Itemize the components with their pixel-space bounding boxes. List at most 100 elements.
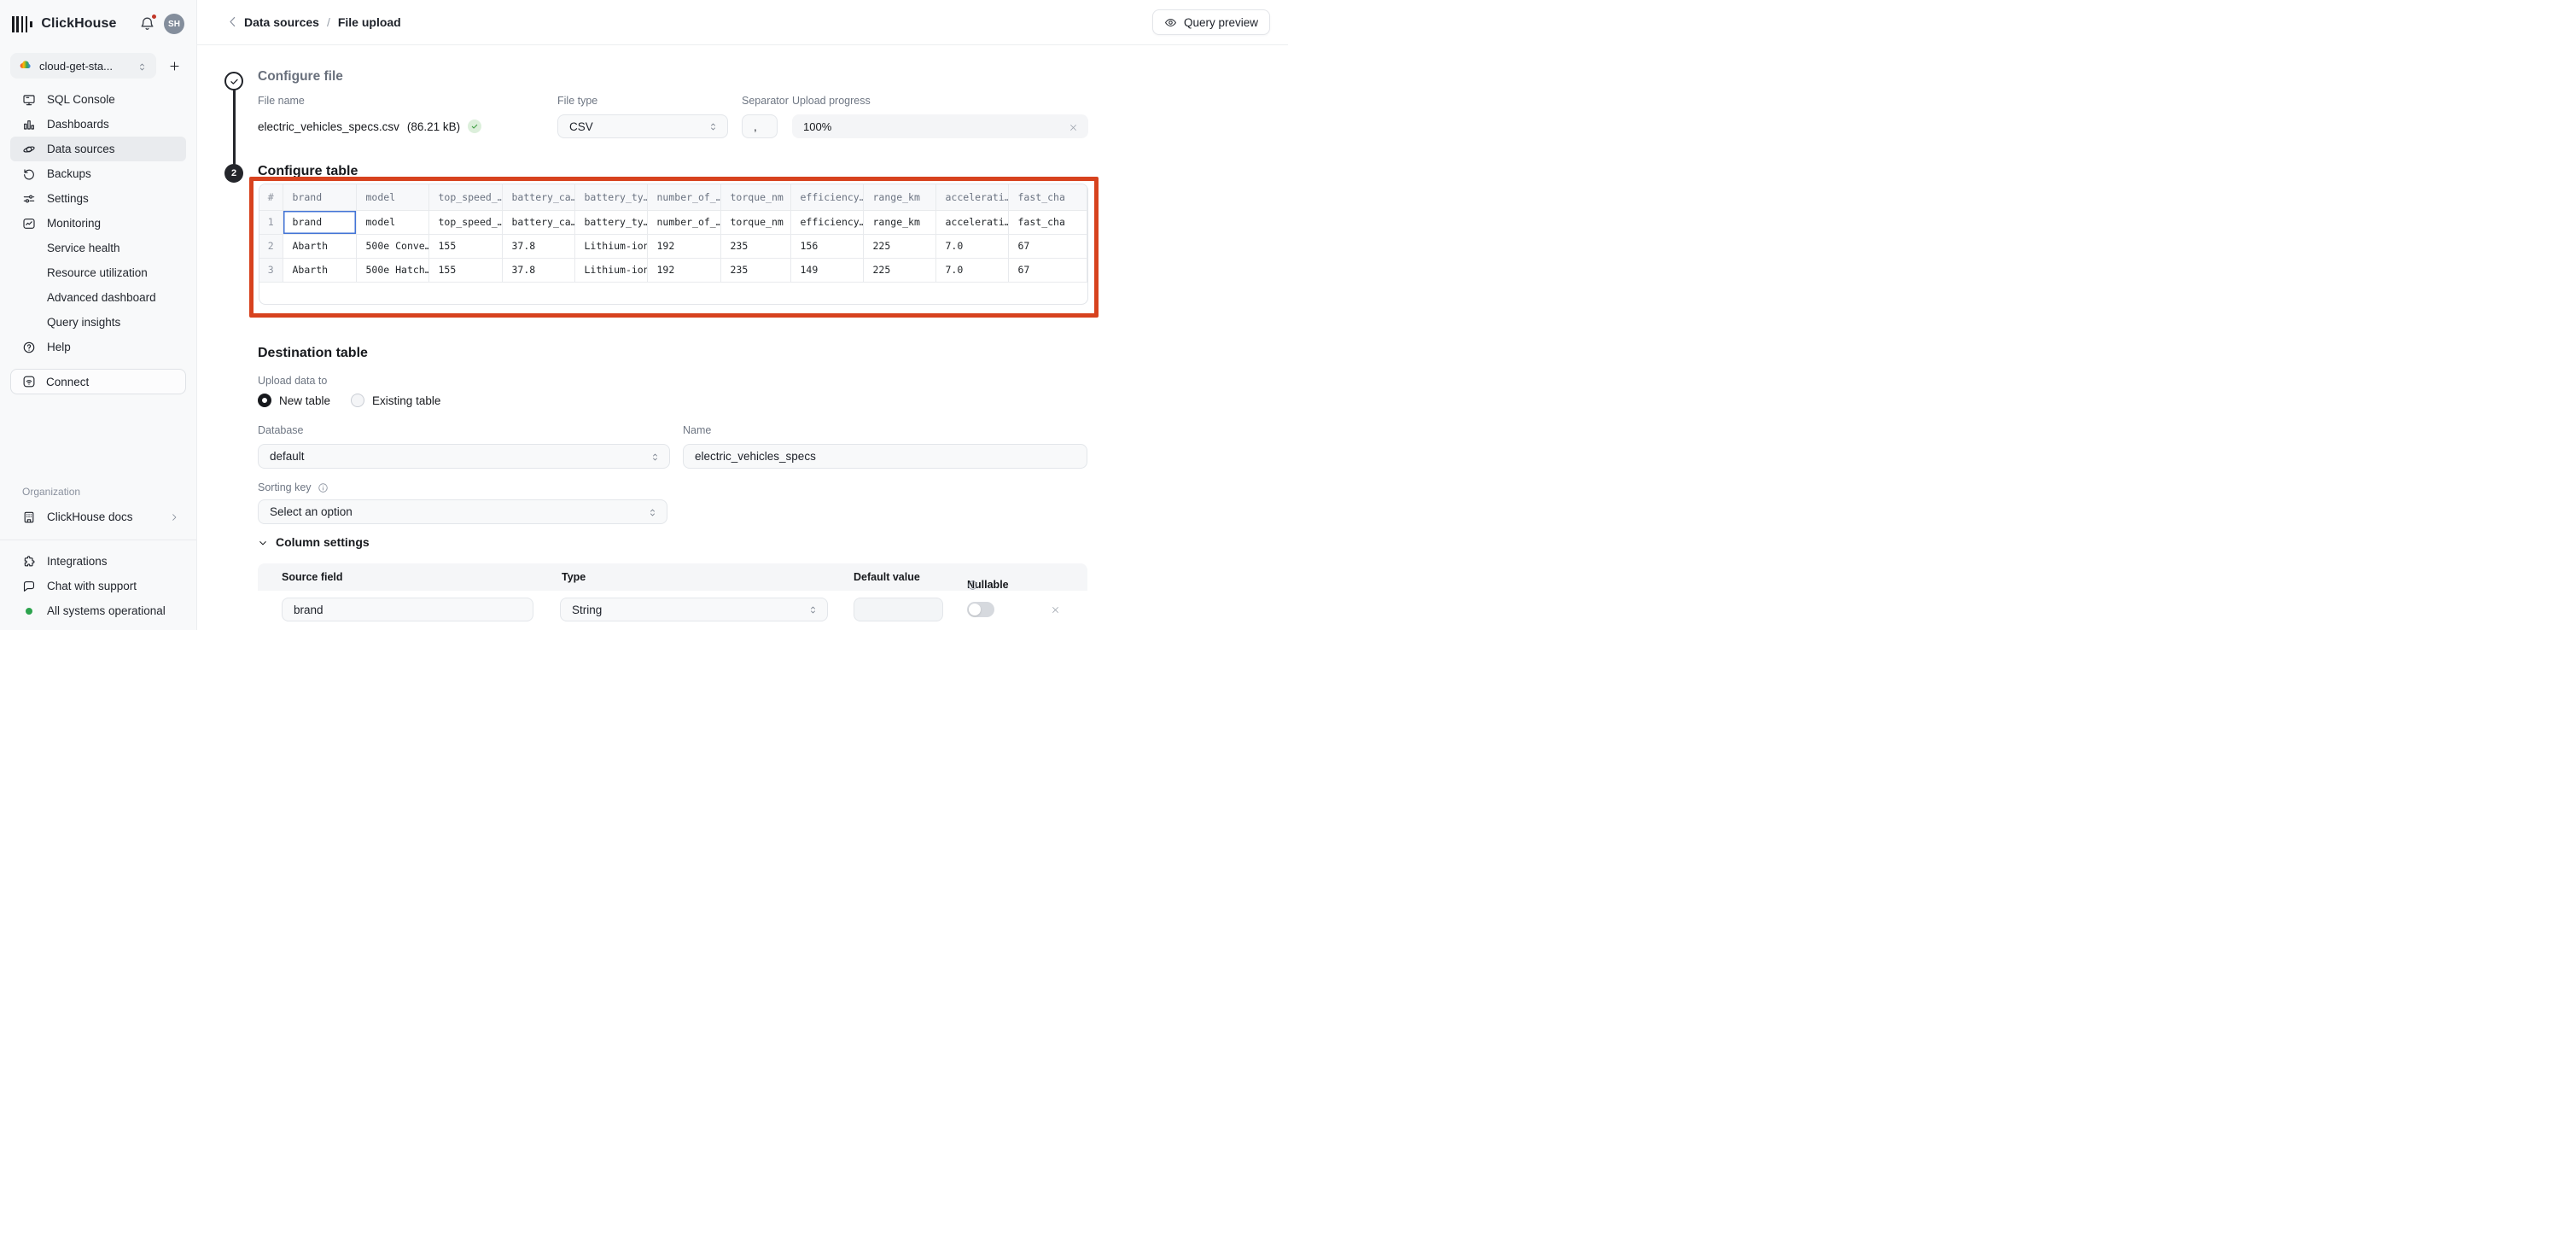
chevron-left-icon [225, 15, 240, 29]
preview-table-cell[interactable]: 149 [790, 258, 863, 282]
remove-column-icon[interactable] [1050, 603, 1061, 615]
dashboards-icon [22, 118, 36, 131]
row-number: 3 [259, 258, 283, 282]
preview-table-cell[interactable]: Lithium-ion [574, 258, 647, 282]
step-1-complete-indicator [224, 72, 243, 90]
preview-table-cell[interactable]: model [356, 210, 428, 234]
column-settings-toggle[interactable]: Column settings [258, 535, 370, 549]
preview-table-cell[interactable]: number_of_… [647, 210, 720, 234]
sidebar-item-settings[interactable]: Settings [10, 186, 186, 211]
sidebar-item-advanced-dashboard[interactable]: Advanced dashboard [10, 285, 186, 310]
preview-table-cell[interactable]: fast_cha [1008, 210, 1087, 234]
preview-table-cell[interactable]: 235 [720, 258, 790, 282]
preview-table-cell[interactable]: battery_ca… [502, 210, 574, 234]
plus-icon [168, 60, 181, 73]
preview-table-cell[interactable]: Lithium-ion [574, 234, 647, 258]
chevron-updown-icon [650, 452, 661, 463]
chevron-updown-icon [650, 450, 661, 463]
preview-column-header: range_km [863, 184, 935, 210]
preview-table-cell[interactable]: 37.8 [502, 234, 574, 258]
type-select[interactable]: String [560, 598, 828, 621]
preview-table-cell[interactable]: 235 [720, 234, 790, 258]
info-icon [318, 482, 329, 493]
sidebar-item-chat-with-support[interactable]: Chat with support [10, 574, 186, 598]
data-sources-icon [22, 143, 36, 156]
preview-table-cell[interactable]: 7.0 [935, 258, 1008, 282]
separator-input[interactable]: , [742, 114, 778, 138]
avatar[interactable]: SH [164, 14, 184, 34]
close-icon[interactable] [1068, 120, 1079, 132]
preview-column-header: accelerati… [935, 184, 1008, 210]
sidebar-item-all-systems-operational[interactable]: All systems operational [10, 598, 186, 623]
file-type-label: File type [557, 95, 597, 107]
sidebar-item-resource-utilization[interactable]: Resource utilization [10, 260, 186, 285]
sidebar-item-help[interactable]: Help [10, 335, 186, 359]
preview-table-cell[interactable]: 155 [428, 234, 502, 258]
clickhouse-logo[interactable]: ClickHouse [12, 15, 117, 32]
gcp-cloud-icon [19, 58, 32, 72]
column-settings-label: Column settings [276, 535, 370, 549]
source-field-input[interactable]: brand [282, 598, 533, 621]
connect-button[interactable]: Connect [10, 369, 186, 394]
back-button[interactable] [225, 15, 241, 30]
preview-table-cell[interactable]: range_km [863, 210, 935, 234]
help-icon [22, 341, 36, 354]
add-service-button[interactable] [163, 54, 186, 78]
preview-table-cell[interactable]: accelerati… [935, 210, 1008, 234]
preview-table-cell[interactable]: torque_nm [720, 210, 790, 234]
preview-table-cell[interactable]: 155 [428, 258, 502, 282]
main-area: Data sources / File upload Query preview… [197, 0, 1288, 630]
info-icon[interactable] [318, 481, 329, 493]
preview-table-cell[interactable]: 225 [863, 234, 935, 258]
workspace-selector[interactable]: cloud-get-sta... [10, 53, 156, 79]
sidebar-item-monitoring[interactable]: Monitoring [10, 211, 186, 236]
sidebar-item-integrations[interactable]: Integrations [10, 549, 186, 574]
preview-table-cell[interactable]: 7.0 [935, 234, 1008, 258]
preview-table-cell[interactable]: 37.8 [502, 258, 574, 282]
radio-existing-table[interactable]: Existing table [351, 394, 440, 407]
sidebar-item-clickhouse-docs[interactable]: ClickHouse docs [10, 505, 186, 529]
chevron-updown-icon [137, 61, 148, 73]
nullable-toggle[interactable] [967, 602, 994, 617]
preview-table-cell[interactable]: 500e Conve… [356, 234, 428, 258]
database-select[interactable]: default [258, 444, 670, 469]
sidebar-item-query-insights[interactable]: Query insights [10, 310, 186, 335]
notifications-bell-icon[interactable] [139, 15, 156, 32]
preview-column-header: battery_ty… [574, 184, 647, 210]
preview-table-cell[interactable]: battery_ty… [574, 210, 647, 234]
preview-table-cell[interactable]: efficiency… [790, 210, 863, 234]
preview-table-cell[interactable]: 192 [647, 258, 720, 282]
default-value-input[interactable] [854, 598, 943, 621]
chevron-down-icon [258, 535, 268, 549]
breadcrumb-parent[interactable]: Data sources [244, 15, 319, 29]
file-type-select[interactable]: CSV [557, 114, 728, 138]
sidebar-item-backups[interactable]: Backups [10, 161, 186, 186]
sidebar-item-sql-console[interactable]: SQL Console [10, 87, 186, 112]
preview-table-cell[interactable]: Abarth [283, 234, 356, 258]
preview-table-cell[interactable]: Abarth [283, 258, 356, 282]
preview-table-cell[interactable]: brand [283, 210, 356, 234]
preview-column-header: fast_cha [1008, 184, 1087, 210]
preview-table-cell[interactable]: 67 [1008, 258, 1087, 282]
database-value: default [270, 450, 650, 463]
sidebar-item-data-sources[interactable]: Data sources [10, 137, 186, 161]
table-name-input[interactable]: electric_vehicles_specs [683, 444, 1087, 469]
radio-unselected-icon [351, 394, 364, 407]
preview-table-cell[interactable]: 500e Hatch… [356, 258, 428, 282]
preview-table-header: #brandmodeltop_speed_…battery_ca…battery… [259, 184, 1087, 210]
sidebar-item-dashboards[interactable]: Dashboards [10, 112, 186, 137]
preview-table-cell[interactable]: 192 [647, 234, 720, 258]
step-2-indicator: 2 [224, 164, 243, 183]
preview-table-cell[interactable]: 67 [1008, 234, 1087, 258]
eye-icon [1164, 16, 1177, 29]
preview-table-cell[interactable]: top_speed_… [428, 210, 502, 234]
sidebar-item-label: Query insights [47, 316, 120, 329]
sidebar-item-service-health[interactable]: Service health [10, 236, 186, 260]
sorting-key-select[interactable]: Select an option [258, 499, 667, 524]
radio-new-table[interactable]: New table [258, 394, 330, 407]
preview-table-cell[interactable]: 156 [790, 234, 863, 258]
info-icon[interactable] [967, 579, 978, 591]
query-preview-button[interactable]: Query preview [1152, 9, 1270, 35]
preview-column-header: model [356, 184, 428, 210]
preview-table-cell[interactable]: 225 [863, 258, 935, 282]
